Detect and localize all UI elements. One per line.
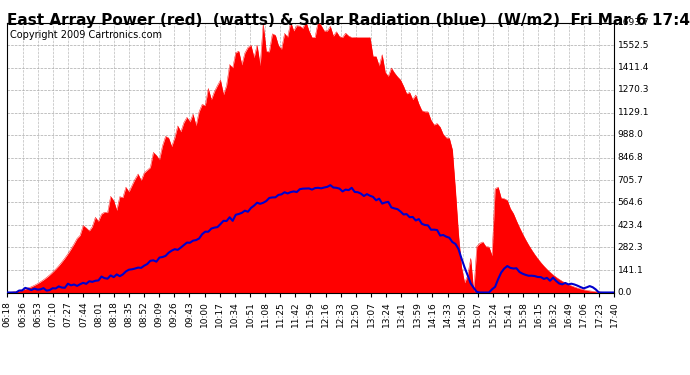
- Text: 1552.5: 1552.5: [618, 40, 649, 50]
- Text: 705.7: 705.7: [618, 176, 644, 184]
- Text: 1693.7: 1693.7: [618, 18, 649, 27]
- Text: 1270.3: 1270.3: [618, 86, 649, 94]
- Text: 1129.1: 1129.1: [618, 108, 649, 117]
- Text: 282.3: 282.3: [618, 243, 643, 252]
- Text: East Array Power (red)  (watts) & Solar Radiation (blue)  (W/m2)  Fri Mar 6 17:4: East Array Power (red) (watts) & Solar R…: [7, 13, 690, 28]
- Text: 846.8: 846.8: [618, 153, 643, 162]
- Text: 0.0: 0.0: [618, 288, 632, 297]
- Text: 423.4: 423.4: [618, 220, 643, 230]
- Text: 141.1: 141.1: [618, 266, 643, 274]
- Text: 988.0: 988.0: [618, 130, 644, 140]
- Text: Copyright 2009 Cartronics.com: Copyright 2009 Cartronics.com: [10, 30, 162, 40]
- Text: 564.6: 564.6: [618, 198, 643, 207]
- Text: 1411.4: 1411.4: [618, 63, 649, 72]
